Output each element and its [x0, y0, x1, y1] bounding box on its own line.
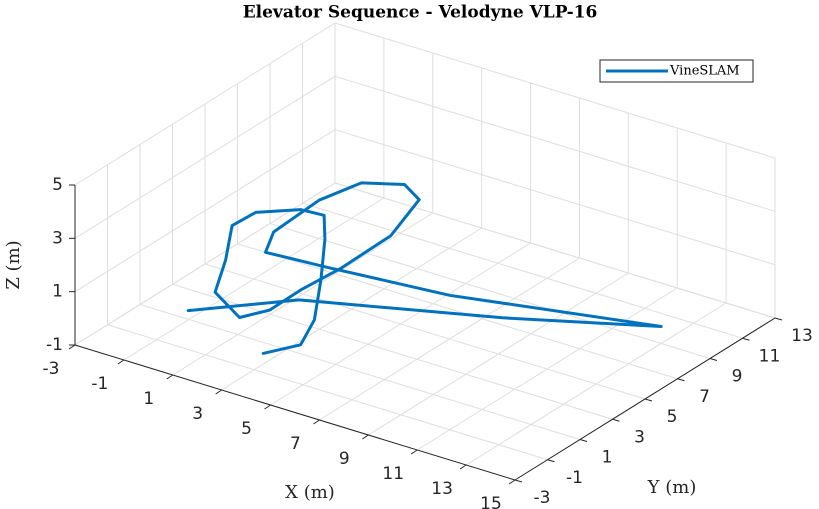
y-tick-label: 11 — [759, 346, 781, 366]
y-tick — [644, 398, 653, 402]
z-axis-label: Z (m) — [3, 240, 24, 289]
x-tick — [68, 344, 76, 350]
x-tick-label: 7 — [290, 434, 301, 454]
grid-line — [74, 129, 336, 293]
z-tick-label: 3 — [52, 228, 63, 248]
y-tick — [742, 337, 750, 341]
x-tick-label: -1 — [91, 374, 108, 394]
x-tick-label: 3 — [192, 404, 203, 424]
x-tick-label: 1 — [143, 389, 154, 409]
x-tick-label: 13 — [431, 479, 453, 499]
grid-line — [269, 223, 711, 359]
legend-label: VineSLAM — [669, 64, 740, 79]
grid-line — [139, 304, 581, 440]
y-axis-label: Y (m) — [647, 477, 697, 498]
grid-line — [302, 202, 743, 339]
y-tick — [709, 358, 718, 361]
grid-line — [74, 22, 336, 186]
x-tick — [362, 434, 369, 440]
grid-line — [237, 243, 678, 380]
x-tick-label: 5 — [241, 419, 252, 439]
y-tick-label: -3 — [534, 488, 551, 508]
grid-line — [334, 129, 776, 266]
y-tick-label: 9 — [732, 367, 743, 387]
z-tick-label: -1 — [46, 335, 63, 355]
x-tick — [459, 464, 467, 470]
grid-line — [172, 283, 613, 420]
x-tick-label: 11 — [382, 464, 404, 484]
y-tick-label: 3 — [634, 427, 645, 447]
grid-line — [334, 75, 776, 212]
x-tick — [410, 449, 418, 455]
x-tick — [508, 479, 516, 485]
trajectory-line — [186, 181, 663, 355]
legend-box — [599, 59, 754, 83]
y-tick-label: 5 — [667, 407, 678, 427]
y-tick — [547, 459, 555, 463]
y-tick-label: 1 — [602, 448, 613, 468]
y-tick-label: -1 — [566, 468, 583, 488]
grid-line — [204, 263, 646, 400]
grid-line — [107, 324, 548, 461]
grid-line — [334, 182, 776, 319]
x-tick-label: -3 — [43, 359, 60, 379]
y-tick-label: 13 — [791, 326, 813, 346]
z-tick-label: 1 — [52, 282, 63, 302]
grid-line — [334, 22, 776, 159]
y-tick-label: 7 — [699, 387, 710, 407]
x-axis-label: X (m) — [285, 482, 335, 503]
y-tick — [774, 317, 783, 321]
x-tick — [264, 404, 271, 410]
legend: VineSLAM — [599, 59, 754, 83]
chart-title: Elevator Sequence - Velodyne VLP-16 — [243, 3, 598, 23]
x-tick — [313, 419, 320, 425]
plot — [186, 181, 663, 355]
x-tick-label: 9 — [339, 449, 350, 469]
x-tick — [117, 359, 125, 365]
x-tick — [215, 389, 222, 395]
z-tick-label: 5 — [52, 175, 63, 195]
x-axis — [74, 344, 516, 481]
x-tick — [166, 374, 174, 380]
x-tick-label: 15 — [480, 494, 502, 509]
y-tick — [579, 439, 588, 442]
y-tick — [612, 418, 620, 422]
y-tick — [677, 378, 685, 382]
y-tick — [514, 479, 523, 483]
grid-line — [74, 75, 336, 239]
